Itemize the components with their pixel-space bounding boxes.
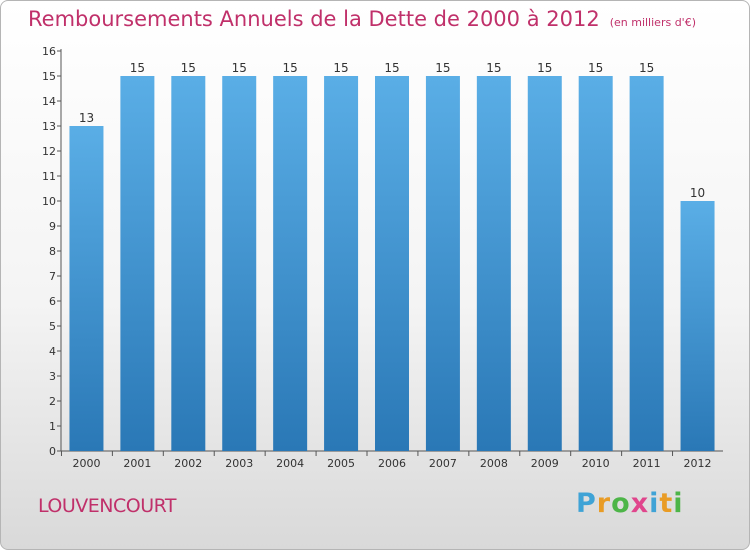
logo-letter: i — [649, 488, 660, 519]
data-label: 15 — [435, 61, 450, 75]
y-tick-label: 0 — [49, 445, 56, 458]
x-tick-label: 2012 — [684, 457, 712, 470]
data-label: 15 — [232, 61, 247, 75]
y-tick-label: 14 — [42, 95, 56, 108]
chart-subtitle: (en milliers d'€) — [609, 16, 696, 29]
x-tick-label: 2004 — [276, 457, 304, 470]
x-tick-label: 2010 — [582, 457, 610, 470]
bar — [120, 76, 155, 451]
y-tick-label: 11 — [42, 170, 56, 183]
y-tick-label: 4 — [49, 345, 56, 358]
bar — [527, 76, 562, 451]
x-tick-label: 2000 — [72, 457, 100, 470]
y-tick-label: 9 — [49, 220, 56, 233]
bar — [476, 76, 511, 451]
logo-letter: o — [611, 488, 631, 519]
x-tick-label: 2005 — [327, 457, 355, 470]
x-tick-label: 2006 — [378, 457, 406, 470]
data-label: 15 — [181, 61, 196, 75]
bar — [324, 76, 359, 451]
y-tick-label: 5 — [49, 320, 56, 333]
logo-letter: x — [630, 488, 650, 519]
data-label: 15 — [130, 61, 145, 75]
logo-letter: i — [673, 488, 684, 519]
y-tick-label: 2 — [49, 395, 56, 408]
data-label: 15 — [639, 61, 654, 75]
bar — [171, 76, 206, 451]
data-label: 15 — [333, 61, 348, 75]
y-tick-label: 10 — [42, 195, 56, 208]
y-tick-label: 13 — [42, 120, 56, 133]
y-tick-label: 15 — [42, 70, 56, 83]
y-tick-label: 3 — [49, 370, 56, 383]
bar — [222, 76, 257, 451]
bar — [680, 201, 715, 451]
data-label: 13 — [79, 111, 94, 125]
data-label: 15 — [537, 61, 552, 75]
data-label: 15 — [384, 61, 399, 75]
x-tick-label: 2007 — [429, 457, 457, 470]
logo-letter: t — [659, 488, 674, 519]
y-tick-label: 16 — [42, 45, 56, 58]
commune-name: LOUVENCOURT — [38, 495, 177, 517]
y-tick-label: 1 — [49, 420, 56, 433]
bar — [69, 126, 104, 451]
x-tick-label: 2001 — [123, 457, 151, 470]
bar — [273, 76, 308, 451]
y-tick-label: 6 — [49, 295, 56, 308]
data-label: 15 — [588, 61, 603, 75]
bar — [629, 76, 664, 451]
y-tick-label: 12 — [42, 145, 56, 158]
bar — [375, 76, 409, 451]
y-tick-label: 7 — [49, 270, 56, 283]
bars: 13 15 15 15 15 15 15 15 15 15 15 15 10 — [69, 61, 715, 451]
data-label: 15 — [283, 61, 298, 75]
x-tick-label: 2002 — [174, 457, 202, 470]
data-label: 10 — [690, 186, 705, 200]
chart-title-text: Remboursements Annuels de la Dette de 20… — [28, 7, 600, 31]
x-tick-label: 2008 — [480, 457, 508, 470]
chart-title: Remboursements Annuels de la Dette de 20… — [28, 7, 696, 31]
data-label: 15 — [486, 61, 501, 75]
x-tick-label: 2003 — [225, 457, 253, 470]
x-tick-label: 2011 — [633, 457, 661, 470]
logo-letter: r — [596, 488, 612, 519]
y-tick-label: 8 — [49, 245, 56, 258]
bar — [425, 76, 460, 451]
proxiti-logo: Proxiti — [576, 488, 684, 519]
logo-letter: P — [576, 488, 597, 519]
bar — [578, 76, 613, 451]
x-tick-label: 2009 — [531, 457, 559, 470]
